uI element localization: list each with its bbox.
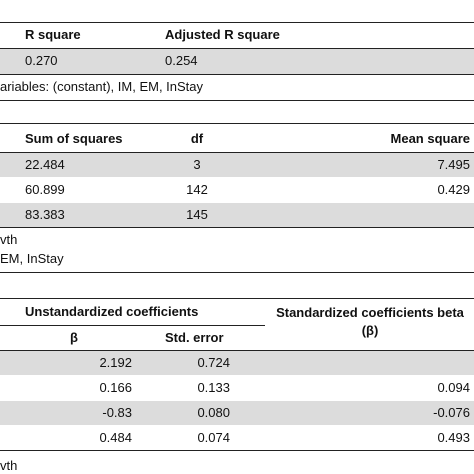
- row-band: [0, 49, 474, 74]
- row-band: [0, 153, 474, 177]
- header: Sum of squares: [25, 131, 123, 146]
- rule: [0, 152, 474, 153]
- rule: [0, 48, 474, 49]
- rule: [0, 100, 474, 101]
- cell: 60.899: [25, 182, 65, 197]
- cell: 0.493: [437, 430, 470, 445]
- rule: [0, 325, 265, 326]
- note: EM, InStay: [0, 251, 64, 266]
- rule: [0, 22, 474, 23]
- note: ariables: (constant), IM, EM, InStay: [0, 79, 204, 94]
- note: vth: [0, 458, 18, 473]
- header: β: [70, 330, 78, 345]
- rule: [0, 350, 474, 351]
- rule: [0, 227, 474, 228]
- rule: [0, 298, 474, 299]
- group-header: Standardized coefficients beta (β): [276, 305, 464, 338]
- cell: 0.270: [25, 53, 58, 68]
- cell: 145: [186, 207, 208, 222]
- rule: [0, 272, 474, 273]
- cell: 83.383: [25, 207, 65, 222]
- header: Adjusted R square: [165, 27, 280, 42]
- header: Std. error: [165, 330, 224, 345]
- header: R square: [25, 27, 81, 42]
- cell: 0.724: [197, 355, 230, 370]
- row-band: [0, 401, 474, 425]
- row-band: [0, 351, 474, 375]
- cell: 7.495: [437, 157, 470, 172]
- cell: 0.094: [437, 380, 470, 395]
- cell: -0.83: [102, 405, 132, 420]
- cell: 0.254: [165, 53, 198, 68]
- row-band: [0, 203, 474, 227]
- cell: 0.429: [437, 182, 470, 197]
- cell: 2.192: [99, 355, 132, 370]
- cell: 0.074: [197, 430, 230, 445]
- cell: 0.080: [197, 405, 230, 420]
- cell: 0.133: [197, 380, 230, 395]
- rule: [0, 74, 474, 75]
- rule: [0, 450, 474, 451]
- header: df: [190, 131, 204, 146]
- cell: 0.484: [99, 430, 132, 445]
- cell: 22.484: [25, 157, 65, 172]
- cell: -0.076: [433, 405, 470, 420]
- rule: [0, 123, 474, 124]
- note: vth: [0, 232, 18, 247]
- cell: 142: [186, 182, 208, 197]
- header: Mean square: [390, 131, 470, 146]
- cell: 0.166: [99, 380, 132, 395]
- cell: 3: [193, 157, 201, 172]
- group-header: Unstandardized coefficients: [25, 304, 199, 319]
